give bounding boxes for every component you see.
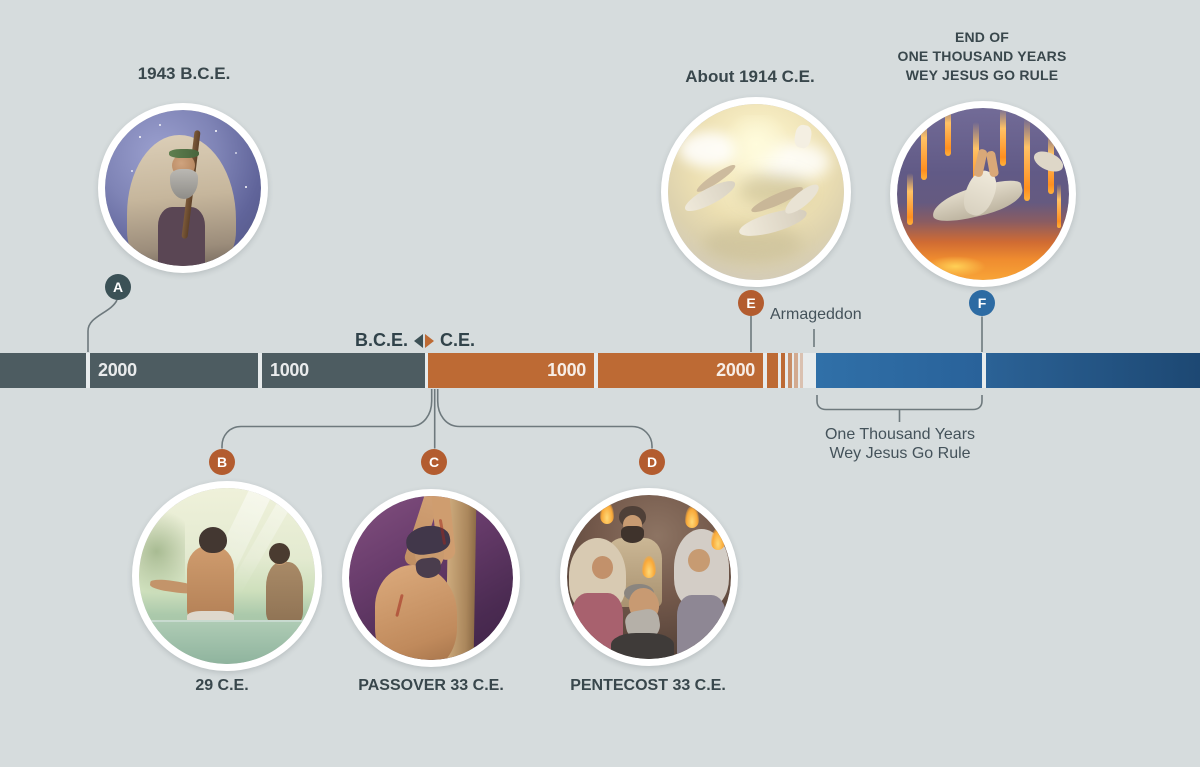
torso-shape (375, 564, 458, 660)
timeline-bar: 2000 1000 1000 2000 (0, 353, 1200, 388)
bar-segment-early-bce (0, 353, 86, 388)
event-e-caption: About 1914 C.E. (685, 67, 815, 86)
event-c-badge: C (421, 449, 447, 475)
woman-face-shape (591, 555, 613, 579)
baptism-illustration (139, 488, 315, 664)
bar-segment-present (767, 353, 778, 388)
arrow-left-icon (414, 333, 423, 348)
event-a-caption: 1943 B.C.E. (137, 64, 231, 83)
event-f-caption-line-2: ONE THOUSAND YEARS (897, 48, 1067, 64)
bar-label-1000-ce: 1000 (547, 360, 586, 380)
disciple-beard-shape (621, 526, 645, 543)
bar-segment-after-millennium (986, 353, 1200, 388)
beard-shape (169, 169, 198, 199)
event-f-badge: F (969, 290, 995, 316)
millennium-label: One Thousand Years Wey Jesus Go Rule (800, 425, 1000, 463)
era-arrows (414, 333, 434, 348)
fire-streak (921, 114, 928, 181)
event-d-image (560, 488, 738, 666)
era-divider-label: B.C.E. C.E. (330, 330, 500, 351)
fire-streak (1000, 108, 1007, 167)
event-d-badge: D (639, 449, 665, 475)
fire-destruction-illustration (897, 108, 1069, 280)
bar-segment-2000-ce: 2000 (598, 353, 763, 388)
headband-shape (168, 149, 199, 159)
millennium-label-line-2: Wey Jesus Go Rule (829, 445, 971, 462)
jesus-hair-shape (198, 526, 227, 554)
bar-segment-1000-bce: 1000 (262, 353, 425, 388)
john-hair-shape (269, 542, 291, 564)
bar-segment-millennium (816, 353, 982, 388)
death-of-jesus-illustration (349, 496, 513, 660)
flame-icon (599, 501, 614, 524)
event-c-caption: PASSOVER 33 C.E. (358, 677, 504, 694)
event-f-caption-line-1: END OF (954, 29, 1010, 45)
fan-left-connector (221, 389, 433, 449)
bce-label: B.C.E. (354, 330, 408, 350)
fire-streak (1024, 118, 1031, 201)
water-shape (139, 620, 315, 664)
millennium-label-line-1: One Thousand Years (824, 426, 976, 443)
event-e-image (661, 97, 851, 287)
elder-body-shape (611, 632, 674, 659)
woman-face-shape (688, 549, 710, 573)
fire-streak (907, 173, 914, 225)
bar-label-1000-bce: 1000 (270, 360, 309, 380)
fire-streak (1056, 183, 1061, 229)
event-d-caption: PENTECOST 33 C.E. (570, 677, 726, 694)
event-a-image (98, 103, 268, 273)
ce-label: C.E. (440, 330, 476, 350)
armageddon-label: Armageddon (770, 306, 862, 323)
flame-icon (685, 506, 700, 529)
arrow-right-icon (425, 333, 434, 348)
bar-segment-1000-ce: 1000 (428, 353, 594, 388)
event-e-badge: E (738, 290, 764, 316)
event-b-badge: B (209, 449, 235, 475)
event-f-caption-line-3: WEY JESUS GO RULE (905, 67, 1059, 83)
john-body-shape (265, 561, 303, 624)
event-b-caption: 29 C.E. (195, 677, 249, 694)
fire-streak (945, 108, 952, 157)
woman-body-shape (676, 595, 727, 659)
bar-fade-stripe (800, 353, 803, 388)
star-field (127, 128, 129, 130)
abraham-night-illustration (105, 110, 261, 266)
pentecost-illustration (567, 495, 731, 659)
bar-fade-stripe (794, 353, 798, 388)
fan-right-connector (436, 389, 653, 449)
heaven-clouds-illustration (668, 104, 844, 280)
bar-fade-stripe (781, 353, 785, 388)
bar-segment-2000-bce: 2000 (90, 353, 258, 388)
event-a-badge: A (105, 274, 131, 300)
event-b-image (132, 481, 322, 671)
event-f-image (890, 101, 1076, 287)
bar-label-2000-ce: 2000 (716, 360, 755, 380)
lava-glow (924, 255, 987, 277)
event-a-connector (87, 299, 118, 352)
event-f-caption: END OF ONE THOUSAND YEARS WEY JESUS GO R… (859, 28, 1105, 85)
bar-label-2000-bce: 2000 (98, 360, 137, 380)
millennium-bracket (816, 395, 983, 411)
flame-icon (642, 555, 657, 578)
flame-icon (711, 527, 726, 550)
bar-fade-stripe (788, 353, 792, 388)
jesus-body-shape (186, 546, 235, 624)
event-c-image (342, 489, 520, 667)
